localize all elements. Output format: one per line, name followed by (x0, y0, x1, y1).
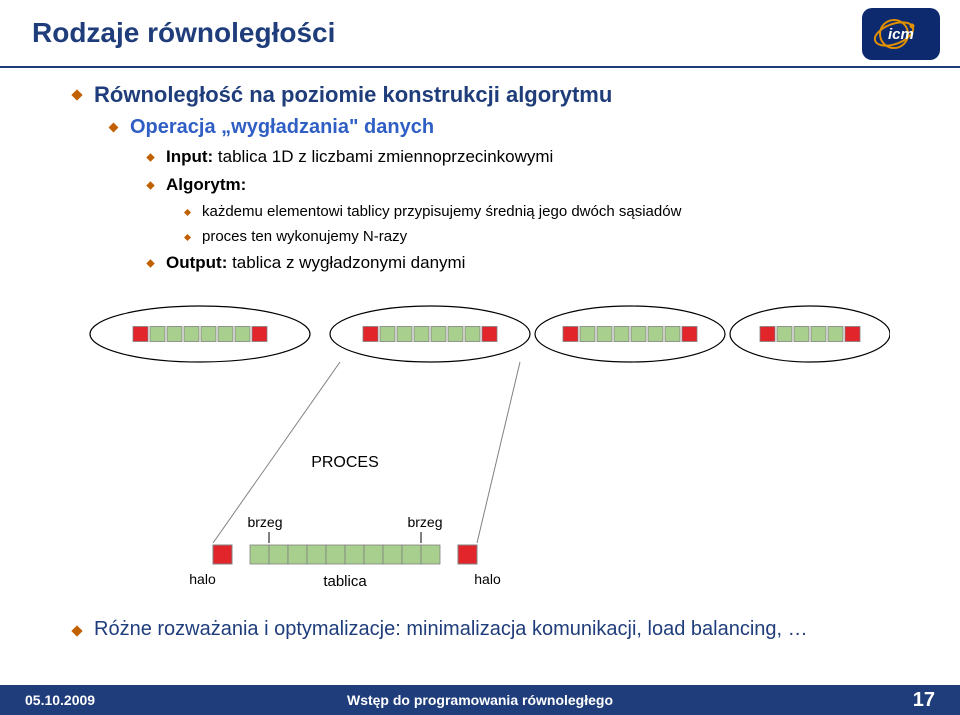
svg-text:tablica: tablica (323, 573, 367, 590)
slide-title: Rodzaje równoległości (32, 17, 335, 49)
svg-text:halo: halo (474, 571, 501, 587)
bullet-bottom-text: Różne rozważania i optymalizacje: minima… (94, 618, 808, 641)
bullet-bottom: Różne rozważania i optymalizacje: minima… (70, 618, 920, 641)
bullet-l3b-label: Algorytm: (166, 175, 246, 194)
bullet-l3b-text: Algorytm: (166, 175, 246, 195)
bullet-l3a: Input: tablica 1D z liczbami zmiennoprze… (146, 147, 920, 167)
diagram-svg: PROCES brzeg brzeg halo halo tablica (70, 300, 890, 600)
bullet-l1-text: Równoległość na poziomie konstrukcji alg… (94, 82, 612, 108)
diamond-icon (146, 153, 156, 163)
bullet-l4a-text: każdemu elementowi tablicy przypisujemy … (202, 203, 681, 220)
slide-header: Rodzaje równoległości (0, 0, 960, 68)
svg-text:PROCES: PROCES (311, 454, 379, 471)
footer-page: 17 (913, 689, 935, 712)
icm-logo: icm (862, 8, 940, 65)
diamond-icon (108, 122, 120, 134)
slide-footer: 05.10.2009 Wstęp do programowania równol… (0, 685, 960, 715)
diamond-icon (184, 234, 192, 242)
diamond-icon (70, 88, 84, 102)
logo-text: icm (888, 26, 914, 43)
svg-text:brzeg: brzeg (247, 514, 282, 530)
bullet-l2: Operacja „wygładzania" danych (108, 116, 920, 139)
bullet-l3c-text: Output: tablica z wygładzonymi danymi (166, 253, 465, 273)
bullet-l4a: każdemu elementowi tablicy przypisujemy … (184, 203, 920, 220)
bullet-l4b-text: proces ten wykonujemy N-razy (202, 228, 407, 245)
bullet-l3c: Output: tablica z wygładzonymi danymi (146, 253, 920, 273)
content-area: Równoległość na poziomie konstrukcji alg… (70, 82, 920, 281)
icm-logo-svg: icm (862, 8, 940, 60)
svg-text:brzeg: brzeg (407, 514, 442, 530)
diamond-icon (146, 181, 156, 191)
bullet-l3b: Algorytm: (146, 175, 920, 195)
bullet-l2-text: Operacja „wygładzania" danych (130, 116, 434, 139)
diamond-icon (184, 209, 192, 217)
diamond-icon (70, 624, 84, 638)
bottom-bullet-row: Różne rozważania i optymalizacje: minima… (70, 618, 920, 649)
diagram: PROCES brzeg brzeg halo halo tablica (70, 300, 890, 600)
svg-text:halo: halo (189, 571, 216, 587)
bullet-l3a-text: Input: tablica 1D z liczbami zmiennoprze… (166, 147, 553, 167)
bullet-l4b: proces ten wykonujemy N-razy (184, 228, 920, 245)
bullet-l1: Równoległość na poziomie konstrukcji alg… (70, 82, 920, 108)
footer-title: Wstęp do programowania równoległego (0, 692, 960, 708)
diamond-icon (146, 259, 156, 269)
